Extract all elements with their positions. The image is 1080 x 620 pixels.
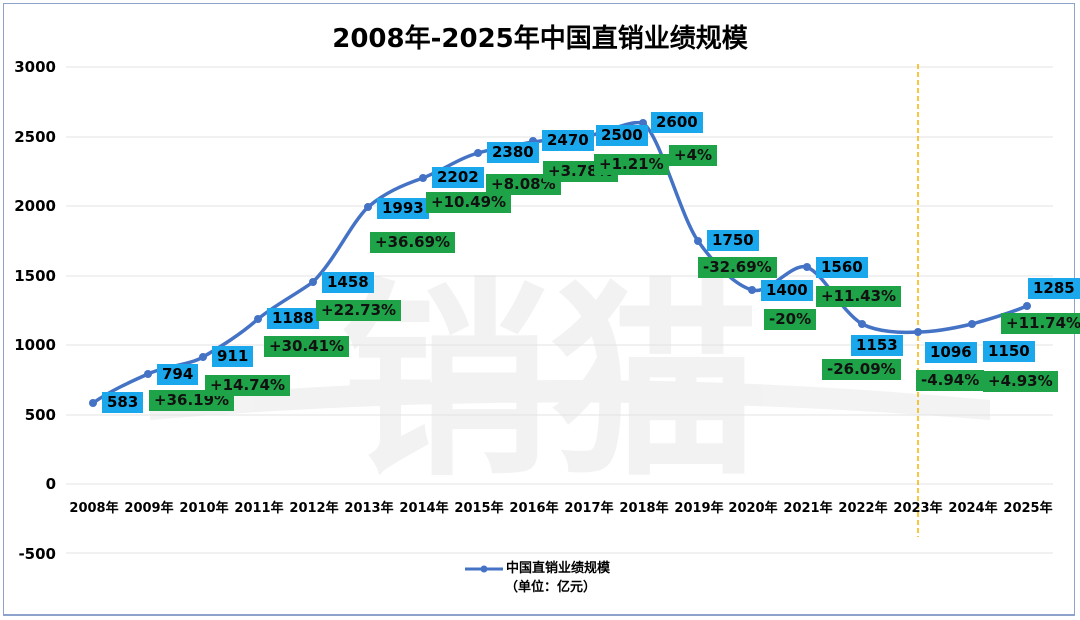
x-tick: 2025年 xyxy=(1003,501,1053,516)
chart-frame xyxy=(3,3,1075,616)
x-tick: 2013年 xyxy=(344,501,394,516)
value-label: 2470 xyxy=(542,130,594,151)
growth-label: -32.69% xyxy=(698,257,777,278)
x-tick: 2012年 xyxy=(289,501,339,516)
growth-label: +22.73% xyxy=(316,300,402,321)
growth-label: +8.08% xyxy=(486,174,561,195)
value-label: 2500 xyxy=(596,125,648,146)
x-tick: 2010年 xyxy=(179,501,229,516)
x-tick: 2016年 xyxy=(509,501,559,516)
x-tick: 2017年 xyxy=(564,501,614,516)
value-label: 1560 xyxy=(816,257,868,278)
legend-line-icon xyxy=(465,562,503,576)
value-label: 911 xyxy=(212,346,254,367)
value-label: 1153 xyxy=(851,335,903,356)
value-label: 1188 xyxy=(267,308,319,329)
value-label: 2380 xyxy=(487,142,539,163)
value-label: 1400 xyxy=(761,280,813,301)
growth-label: +4.93% xyxy=(983,371,1058,392)
value-label: 2202 xyxy=(432,167,484,188)
value-label: 1993 xyxy=(377,198,429,219)
legend-label: 中国直销业绩规模 xyxy=(506,561,611,576)
x-tick: 2011年 xyxy=(234,501,284,516)
growth-label: +10.49% xyxy=(426,192,512,213)
x-tick: 2019年 xyxy=(674,501,724,516)
value-label: 1285 xyxy=(1028,278,1080,299)
y-tick: 1500 xyxy=(14,267,56,285)
value-label: 1096 xyxy=(925,342,977,363)
y-tick: 1000 xyxy=(14,336,56,354)
growth-label: +14.74% xyxy=(205,375,291,396)
growth-label: -20% xyxy=(764,309,817,330)
y-tick: -500 xyxy=(18,545,56,563)
x-tick: 2008年 xyxy=(69,501,119,516)
value-label: 794 xyxy=(157,364,199,385)
growth-label: -26.09% xyxy=(822,359,901,380)
growth-label: +11.43% xyxy=(816,286,902,307)
x-tick: 2018年 xyxy=(619,501,669,516)
growth-label: +36.69% xyxy=(370,232,456,253)
watermark: 销猫 xyxy=(150,260,990,505)
series-markers xyxy=(89,119,1031,407)
value-label: 583 xyxy=(102,392,144,413)
value-label: 1750 xyxy=(707,230,759,251)
value-label: 2600 xyxy=(651,112,703,133)
y-tick: 2500 xyxy=(14,128,56,146)
y-tick: 3000 xyxy=(14,58,56,76)
chart-title: 2008年-2025年中国直销业绩规模 xyxy=(332,24,748,54)
legend-unit: （单位：亿元） xyxy=(505,580,597,595)
growth-label: -4.94% xyxy=(916,370,985,391)
growth-label: +11.74% xyxy=(1001,313,1080,334)
x-tick: 2023年 xyxy=(893,501,943,516)
growth-label: +1.21% xyxy=(594,154,669,175)
value-label: 1150 xyxy=(983,341,1035,362)
growth-label: +4% xyxy=(669,145,718,166)
x-tick: 2020年 xyxy=(728,501,778,516)
growth-label: +30.41% xyxy=(264,336,350,357)
x-tick: 2014年 xyxy=(399,501,449,516)
value-label: 1458 xyxy=(322,272,374,293)
x-tick: 2009年 xyxy=(124,501,174,516)
x-tick: 2021年 xyxy=(783,501,833,516)
y-tick: 0 xyxy=(45,475,56,493)
legend: 中国直销业绩规模 （单位：亿元） xyxy=(465,557,611,595)
x-tick: 2015年 xyxy=(454,501,504,516)
x-tick: 2022年 xyxy=(838,501,888,516)
x-tick: 2024年 xyxy=(948,501,998,516)
y-tick: 2000 xyxy=(14,197,56,215)
y-tick: 500 xyxy=(24,406,56,424)
svg-text:销猫: 销猫 xyxy=(340,260,760,505)
